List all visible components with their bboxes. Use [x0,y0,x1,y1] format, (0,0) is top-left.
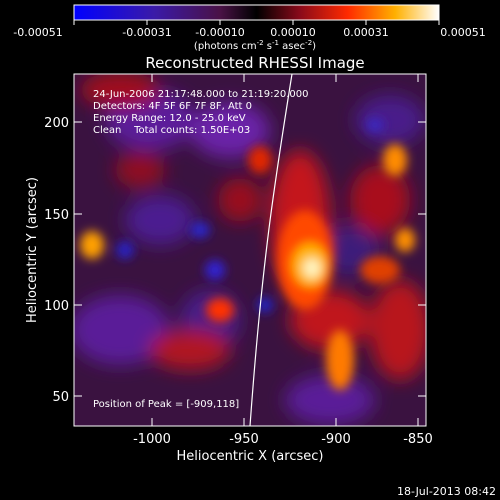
info-detectors: Detectors: 4F 5F 6F 7F 8F, Att 0 [93,101,252,112]
y-tick-label: 50 [52,390,69,405]
colorbar-tick-label: 0.00051 [440,26,486,39]
colorbar [73,4,440,21]
y-tick-label: 150 [44,208,69,223]
y-tick-label: 100 [44,299,69,314]
x-tick-label: -900 [321,432,351,447]
colorbar-tick-label: -0.00051 [13,26,62,39]
colorbar-tick-label: -0.00031 [122,26,171,39]
rhessi-image [74,74,426,426]
peak-position-text: Position of Peak = [-909,118] [93,399,239,410]
timestamp: 18-Jul-2013 08:42 [397,485,496,498]
colorbar-tick-label: 0.00031 [343,26,389,39]
colorbar-tick-label: 0.00010 [270,26,316,39]
x-tick-label: -1000 [133,432,171,447]
x-axis-label: Heliocentric X (arcsec) [177,449,324,464]
info-time-range: 24-Jun-2006 21:17:48.000 to 21:19:20.000 [93,89,309,100]
info-clean-counts: Clean Total counts: 1.50E+03 [93,125,250,136]
plot-frame [73,73,427,427]
colorbar-tick-label: -0.00010 [195,26,244,39]
plot-title: Reconstructed RHESSI Image [145,54,364,72]
y-axis-label: Heliocentric Y (arcsec) [25,177,40,323]
x-tick-label: -850 [403,432,433,447]
y-tick-label: 200 [44,116,69,131]
x-tick-label: -950 [229,432,259,447]
colorbar-unit-label: (photons cm-2 s-1 asec-2) [194,39,316,52]
info-energy-range: Energy Range: 12.0 - 25.0 keV [93,113,246,124]
solar-limb-curve [249,74,293,426]
